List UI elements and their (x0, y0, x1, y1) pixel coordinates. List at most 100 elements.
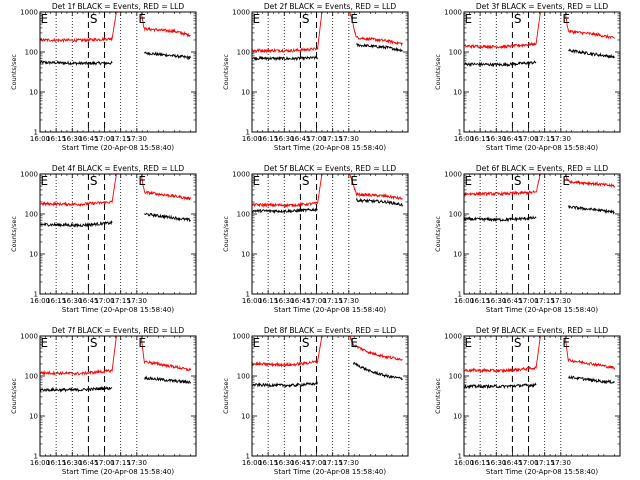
lld-series-line (252, 336, 323, 368)
x-tick-label: 17:30 (339, 297, 359, 305)
y-tick-label: 100 (237, 211, 250, 219)
plot-frame (251, 335, 409, 457)
end-marker-label: E (41, 12, 49, 26)
lld-series-line (40, 174, 117, 208)
plot-frame (463, 11, 621, 133)
x-tick-label: 16:15 (258, 297, 278, 305)
y-tick-label: 10 (29, 413, 38, 421)
y-tick-label: 1000 (232, 171, 250, 179)
x-axis-label: Start Time (20-Apr-08 15:58:40) (274, 306, 386, 314)
x-axis-label: Start Time (20-Apr-08 15:58:40) (486, 306, 598, 314)
x-tick-label: 16:00 (30, 459, 50, 467)
y-tick-label: 100 (237, 373, 250, 381)
start-marker-label: S (90, 336, 98, 350)
lld-series-line (252, 174, 323, 208)
chart-panel: Det 6f BLACK = Events, RED = LLD 1 10 100 10… (434, 164, 621, 314)
x-axis-label: Start Time (20-Apr-08 15:58:40) (486, 468, 598, 476)
x-tick-label: 17:30 (127, 297, 147, 305)
lld-series-line (464, 12, 541, 50)
x-tick-label: 16:00 (242, 135, 262, 143)
start-marker-label: S (302, 336, 310, 350)
y-axis-label: Counts/sec (10, 54, 18, 90)
x-tick-label: 16:00 (242, 459, 262, 467)
x-tick-label: 16:15 (470, 459, 490, 467)
y-tick-label: 1 (458, 453, 462, 461)
end-marker-label: E (465, 174, 473, 188)
start-marker-label: S (90, 12, 98, 26)
chart-title: Det 8f BLACK = Events, RED = LLD (264, 326, 397, 335)
x-tick-label: 16:30 (274, 459, 294, 467)
x-axis-label: Start Time (20-Apr-08 15:58:40) (486, 144, 598, 152)
events-series-line (464, 215, 537, 223)
y-tick-label: 10 (29, 89, 38, 97)
y-tick-label: 1000 (444, 333, 462, 341)
x-tick-label: 16:30 (486, 459, 506, 467)
chart-panel: Det 2f BLACK = Events, RED = LLD 1 10 100 10… (222, 2, 409, 152)
chart-title: Det 3f BLACK = Events, RED = LLD (476, 2, 609, 11)
x-tick-label: 16:30 (486, 297, 506, 305)
lld-series-line (564, 12, 615, 40)
x-tick-label: 16:15 (258, 135, 278, 143)
chart-panel: Det 8f BLACK = Events, RED = LLD 1 10 100 10… (222, 326, 409, 476)
lld-series-line (252, 12, 323, 54)
start-marker-label: S (514, 12, 522, 26)
x-tick-label: 17:00 (306, 297, 326, 305)
x-tick-label: 16:45 (290, 297, 310, 305)
x-tick-label: 16:15 (46, 135, 66, 143)
x-tick-label: 17:00 (306, 459, 326, 467)
events-series-line (568, 375, 615, 385)
chart-title: Det 6f BLACK = Events, RED = LLD (476, 164, 609, 173)
end-marker-label: E (562, 336, 570, 350)
x-tick-label: 17:00 (94, 459, 114, 467)
x-tick-label: 16:45 (502, 459, 522, 467)
y-tick-label: 10 (453, 251, 462, 259)
x-tick-label: 17:00 (94, 297, 114, 305)
end-marker-label: E (41, 336, 49, 350)
x-tick-label: 17:00 (94, 135, 114, 143)
chart-title: Det 4f BLACK = Events, RED = LLD (52, 164, 185, 173)
y-tick-label: 1000 (444, 9, 462, 17)
plot-frame (39, 335, 197, 457)
chart-title: Det 9f BLACK = Events, RED = LLD (476, 326, 609, 335)
chart-panel: Det 1f BLACK = Events, RED = LLD 1 10 100 10… (10, 2, 197, 152)
y-tick-label: 1000 (20, 9, 38, 17)
x-tick-label: 17:00 (306, 135, 326, 143)
x-tick-label: 17:15 (535, 135, 555, 143)
end-marker-label: E (253, 336, 261, 350)
events-series-line (40, 60, 113, 67)
x-tick-label: 16:30 (62, 297, 82, 305)
x-tick-label: 17:30 (127, 459, 147, 467)
end-marker-label: E (562, 174, 570, 188)
x-axis-label: Start Time (20-Apr-08 15:58:40) (62, 306, 174, 314)
end-marker-label: E (465, 336, 473, 350)
events-series-line (252, 55, 319, 62)
x-tick-label: 16:45 (290, 459, 310, 467)
x-tick-label: 17:30 (339, 135, 359, 143)
lld-series-line (349, 12, 403, 47)
x-tick-label: 16:45 (78, 459, 98, 467)
x-tick-label: 16:30 (486, 135, 506, 143)
plot-frame (251, 11, 409, 133)
x-tick-label: 16:30 (62, 459, 82, 467)
lld-series-line (40, 12, 117, 43)
lld-series-line (40, 336, 117, 376)
x-tick-label: 16:15 (46, 297, 66, 305)
start-marker-label: S (302, 174, 310, 188)
end-marker-label: E (350, 336, 358, 350)
y-axis-label: Counts/sec (10, 378, 18, 414)
end-marker-label: E (253, 12, 261, 26)
plot-frame (251, 173, 409, 295)
chart-panel: Det 3f BLACK = Events, RED = LLD 1 10 100 10… (434, 2, 621, 152)
x-tick-label: 17:15 (535, 297, 555, 305)
start-marker-label: S (90, 174, 98, 188)
x-tick-label: 17:15 (111, 459, 131, 467)
x-tick-label: 17:00 (518, 135, 538, 143)
lld-series-line (140, 174, 192, 201)
x-tick-label: 17:30 (339, 459, 359, 467)
start-marker-label: S (514, 336, 522, 350)
end-marker-label: E (350, 12, 358, 26)
y-tick-label: 100 (449, 211, 462, 219)
events-series-line (144, 51, 192, 61)
chart-title: Det 5f BLACK = Events, RED = LLD (264, 164, 397, 173)
events-series-line (144, 375, 191, 385)
